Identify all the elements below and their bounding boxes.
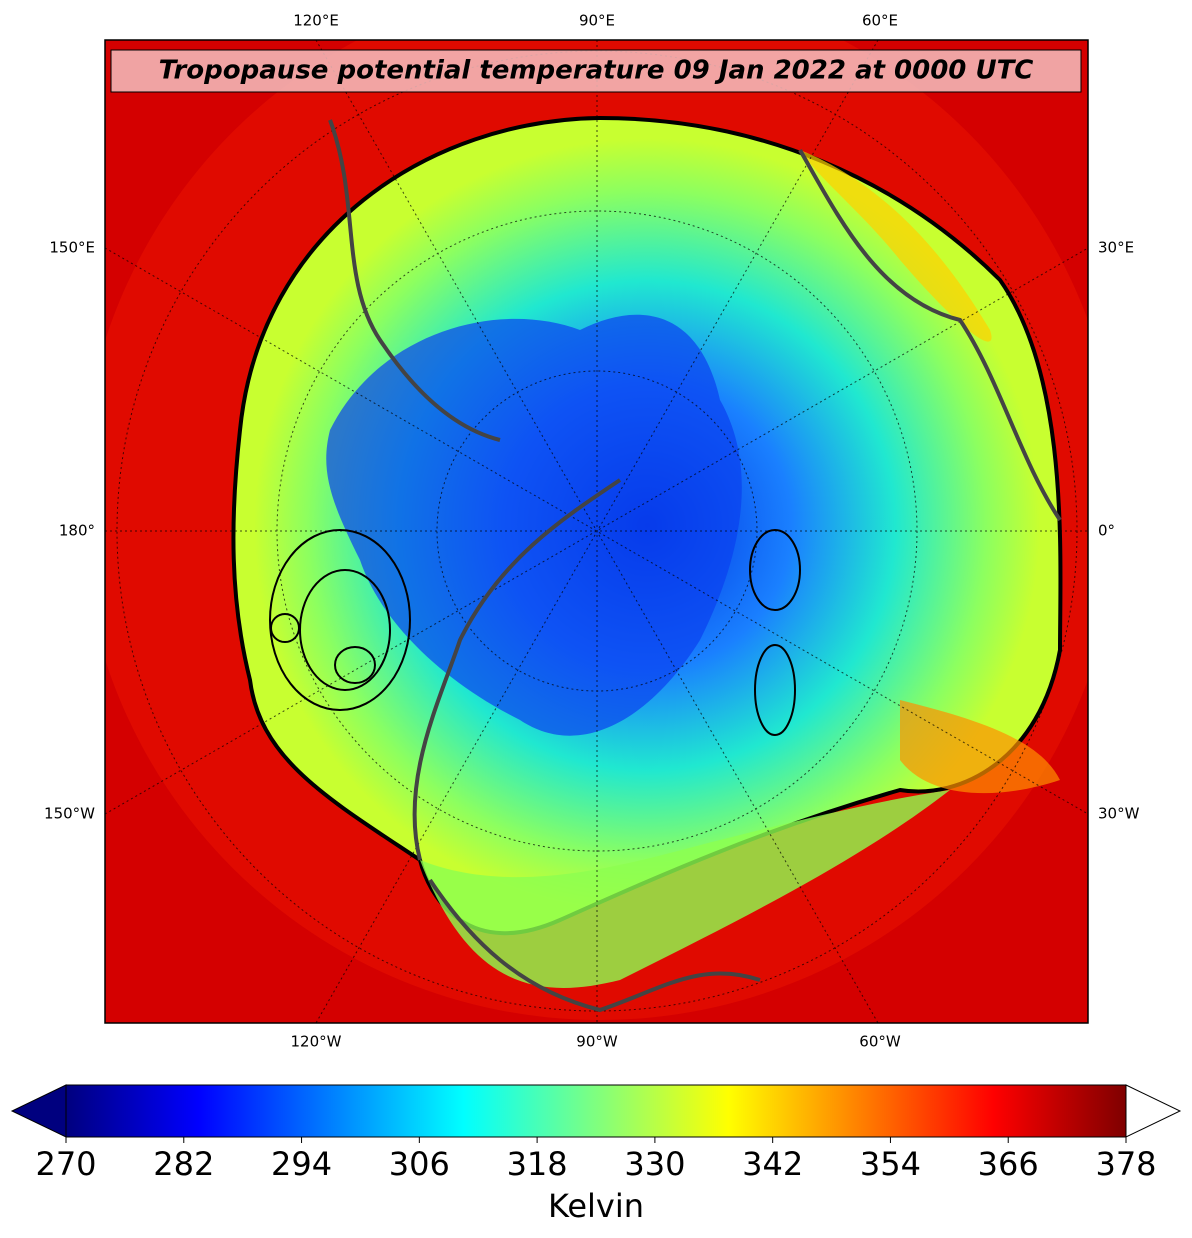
cold-core <box>326 314 742 736</box>
longitude-label: 90°W <box>576 1033 618 1051</box>
longitude-label: 150°W <box>44 805 95 823</box>
longitude-label: 0° <box>1098 522 1115 540</box>
map-labels: 120°E 90°E 60°E 120°W 90°W 60°W 150°E 180° 150°W… <box>44 12 1140 1051</box>
colorbar: 270 282 294 306 318 330 342 354 366 378 Kelvin <box>10 1084 1182 1225</box>
longitude-label: 30°E <box>1098 239 1134 257</box>
coastlines <box>328 119 1062 1013</box>
title-box <box>110 49 1082 93</box>
colorbar-extend-max <box>1125 1084 1182 1138</box>
colorbar-tick-label: 354 <box>860 1145 921 1183</box>
colorbar-tick-label: 270 <box>35 1145 96 1183</box>
longitude-label: 60°E <box>862 12 898 30</box>
longitude-label: 30°W <box>1098 805 1140 823</box>
colorbar-tick-label: 378 <box>1095 1145 1156 1183</box>
longitude-label: 180° <box>59 522 95 540</box>
pressure-contours <box>269 529 801 736</box>
colorbar-tick-label: 330 <box>624 1145 685 1183</box>
colorbar-tick-label: 366 <box>978 1145 1039 1183</box>
longitude-label: 120°E <box>293 12 339 30</box>
colorbar-tick-label: 306 <box>389 1145 450 1183</box>
colorbar-bar <box>65 1084 1127 1138</box>
colorbar-tick-label: 282 <box>153 1145 214 1183</box>
map <box>105 40 1088 1023</box>
colorbar-extend-min <box>10 1084 67 1138</box>
colorbar-label: Kelvin <box>548 1187 644 1225</box>
colorbar-tick-label: 318 <box>507 1145 568 1183</box>
longitude-label: 90°E <box>579 12 615 30</box>
subtropical-ridge <box>420 790 950 988</box>
warm-filament <box>900 700 1060 794</box>
map-frame <box>104 39 1089 1024</box>
longitude-label: 150°E <box>49 239 95 257</box>
colorbar-tick-label: 342 <box>742 1145 803 1183</box>
colorbar-tick-label: 294 <box>271 1145 332 1183</box>
warm-filament <box>800 150 992 342</box>
longitude-label: 120°W <box>291 1033 342 1051</box>
map-title: Tropopause potential temperature 09 Jan … <box>159 56 1034 86</box>
longitude-label: 60°W <box>859 1033 901 1051</box>
